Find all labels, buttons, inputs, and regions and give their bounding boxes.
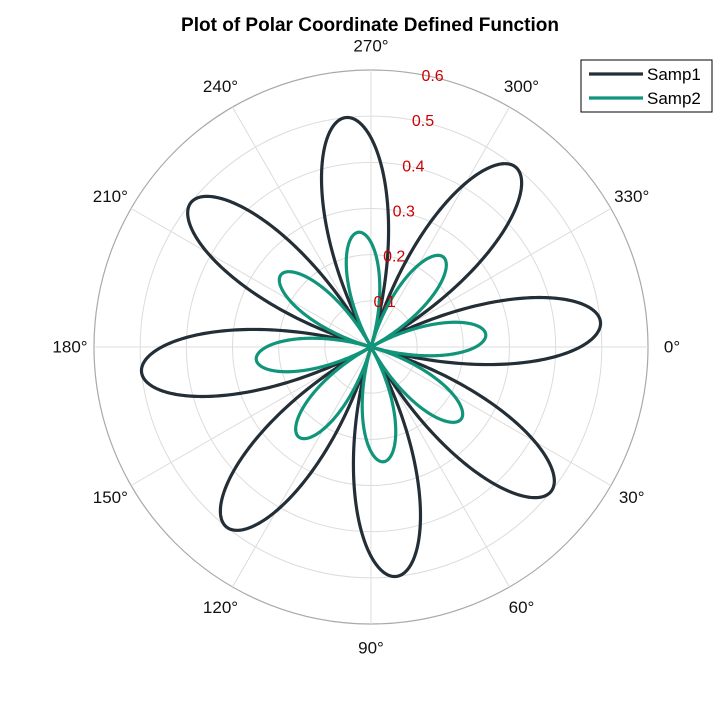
legend-box	[580, 59, 713, 113]
legend-label: Samp1	[647, 65, 701, 84]
theta-tick-label: 90°	[358, 639, 384, 658]
series-layer	[139, 115, 603, 579]
theta-tick-label: 240°	[203, 77, 238, 96]
grid-spoke	[232, 346, 372, 588]
grid-spoke	[370, 346, 612, 486]
theta-tick-label: 60°	[509, 598, 535, 617]
series-line-samp2	[254, 230, 488, 464]
theta-tick-label: 120°	[203, 598, 238, 617]
r-tick-label: 0.1	[373, 294, 395, 311]
theta-tick-label: 300°	[504, 77, 539, 96]
legend-label: Samp2	[647, 89, 701, 108]
chart-title: Plot of Polar Coordinate Defined Functio…	[181, 15, 559, 36]
theta-tick-label: 150°	[93, 488, 128, 507]
r-tick-label: 0.6	[421, 68, 443, 85]
theta-tick-label: 180°	[52, 338, 87, 357]
theta-tick-label: 210°	[93, 187, 128, 206]
r-tick-label: 0.3	[393, 204, 415, 221]
r-tick-labels: 0.1 0.2 0.3 0.4 0.5 0.6	[373, 68, 443, 311]
grid-spoke	[370, 106, 510, 348]
legend: Samp1 Samp2	[580, 59, 713, 113]
theta-tick-label: 330°	[614, 187, 649, 206]
r-tick-label: 0.2	[383, 249, 405, 266]
theta-tick-label: 270°	[353, 37, 388, 56]
r-tick-label: 0.5	[412, 113, 434, 130]
grid-spoke	[130, 208, 372, 348]
theta-tick-labels: 0° 30° 60° 90° 120° 150° 180° 210° 240° 270° 300° 3…	[52, 37, 680, 658]
r-tick-label: 0.4	[402, 158, 424, 175]
theta-tick-label: 30°	[619, 488, 645, 507]
theta-tick-label: 0°	[664, 338, 680, 357]
